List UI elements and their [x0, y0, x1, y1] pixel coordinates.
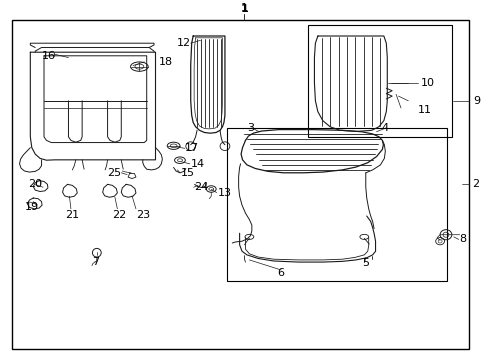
Text: 25: 25: [107, 168, 121, 178]
Bar: [226, 128, 446, 281]
Text: 12: 12: [176, 38, 190, 48]
Text: 3: 3: [246, 123, 253, 133]
Text: 9: 9: [472, 96, 480, 106]
Text: 10: 10: [420, 78, 434, 88]
Text: 5: 5: [361, 258, 368, 268]
Text: 22: 22: [111, 210, 126, 220]
Text: 1: 1: [241, 3, 247, 13]
Text: 16: 16: [41, 51, 56, 61]
Text: 4: 4: [381, 123, 388, 133]
Text: 2: 2: [471, 179, 478, 189]
Text: 6: 6: [277, 268, 284, 278]
Bar: [307, 25, 451, 137]
Text: 11: 11: [417, 105, 431, 115]
Text: 15: 15: [181, 168, 195, 178]
Text: 14: 14: [190, 159, 204, 169]
Text: 7: 7: [92, 257, 99, 267]
Text: 20: 20: [28, 179, 42, 189]
Text: 8: 8: [459, 234, 466, 244]
Text: 13: 13: [217, 188, 231, 198]
Text: 23: 23: [136, 210, 150, 220]
Text: 24: 24: [194, 182, 208, 192]
Text: 21: 21: [65, 210, 79, 220]
Text: 1: 1: [240, 4, 248, 14]
Text: 18: 18: [159, 57, 173, 67]
Text: 17: 17: [184, 143, 199, 153]
Text: 19: 19: [24, 202, 39, 212]
